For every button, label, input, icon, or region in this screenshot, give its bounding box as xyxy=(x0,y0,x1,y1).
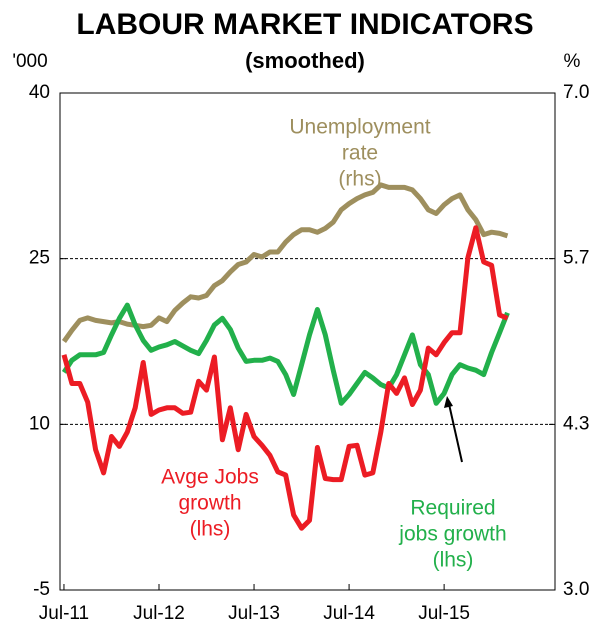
series-label: jobs growth xyxy=(398,523,506,546)
y-tick-label: 25 xyxy=(29,248,50,269)
y2-axis-label: % xyxy=(564,51,581,72)
y-axis-label: '000 xyxy=(12,51,47,72)
series-label: Unemployment xyxy=(289,116,430,139)
x-tick-label: Jul-11 xyxy=(39,603,89,624)
series-label: Avge Jobs xyxy=(161,466,259,489)
chart-subtitle: (smoothed) xyxy=(245,48,365,73)
chart-title: LABOUR MARKET INDICATORS xyxy=(76,8,533,41)
x-tick-label: Jul-13 xyxy=(228,603,280,624)
y2-tick-label: 4.3 xyxy=(563,413,589,434)
y2-tick-label: 3.0 xyxy=(563,579,589,600)
y2-tick-label: 7.0 xyxy=(563,82,589,103)
x-tick-label: Jul-12 xyxy=(133,603,185,624)
series-label: Required xyxy=(410,497,495,520)
series-label: (lhs) xyxy=(433,549,474,572)
y-tick-label: 10 xyxy=(29,413,50,434)
arrow-head xyxy=(444,396,453,408)
y-tick-label: 40 xyxy=(29,82,50,103)
arrow xyxy=(448,403,463,463)
y2-tick-label: 5.7 xyxy=(563,248,589,269)
plot-frame xyxy=(59,92,556,591)
series-label: (rhs) xyxy=(338,168,381,191)
y-tick-label: -5 xyxy=(33,579,50,600)
x-tick-label: Jul-15 xyxy=(418,603,470,624)
series-label: (lhs) xyxy=(190,518,231,541)
series-label: growth xyxy=(178,492,241,515)
series-line xyxy=(61,225,509,531)
x-tick-label: Jul-14 xyxy=(323,603,375,624)
series-line xyxy=(61,302,510,406)
series-label: rate xyxy=(342,142,378,165)
